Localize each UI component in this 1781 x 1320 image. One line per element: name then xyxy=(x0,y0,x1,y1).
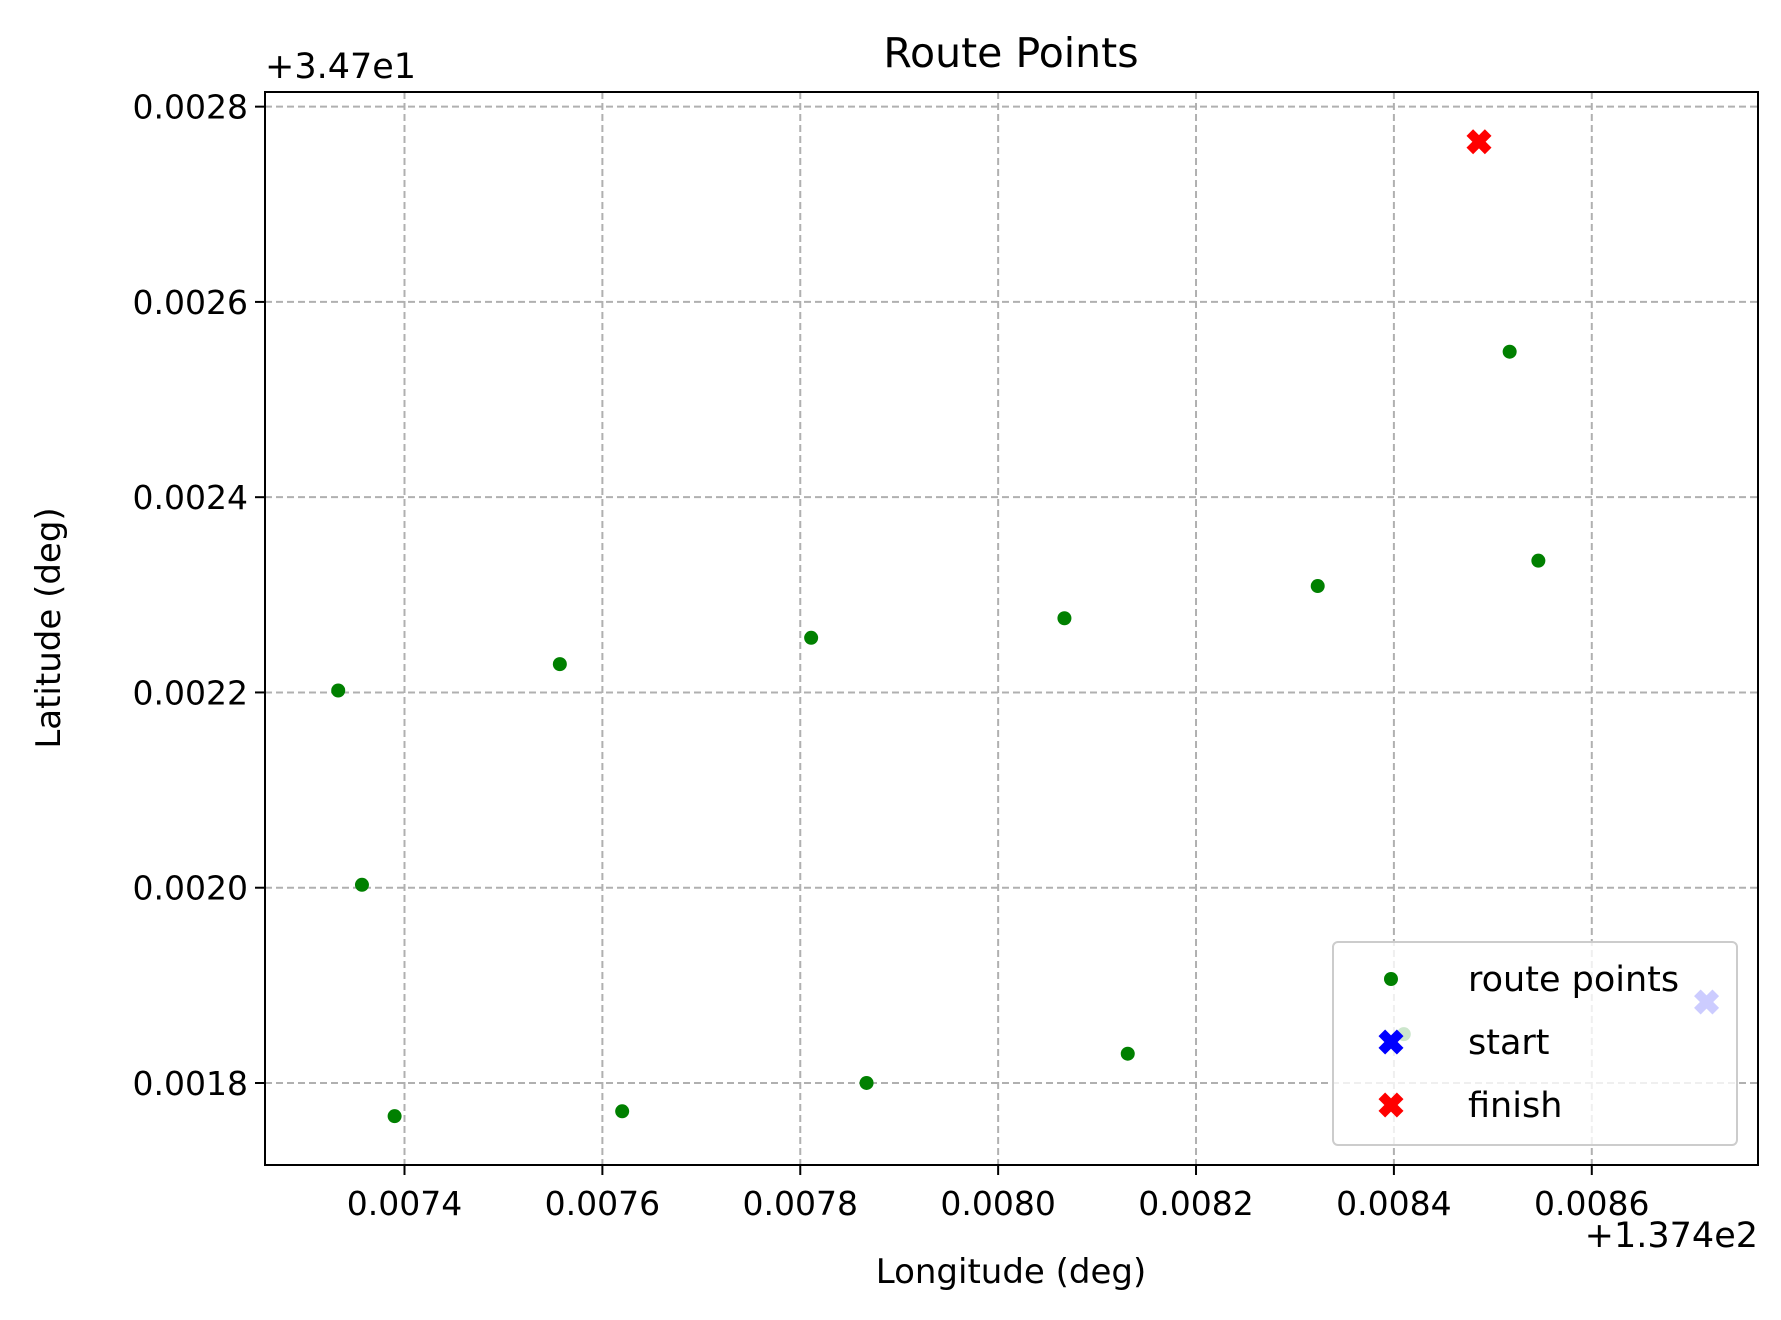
plot-frame xyxy=(264,91,1759,1166)
y-axis-label: Latitude (deg) xyxy=(29,507,69,748)
legend-finish-marker xyxy=(1378,1092,1404,1118)
axes: 0.0074 0.0076 0.0078 0.0080 0.0082 0.0084 0.00… xyxy=(133,88,1759,1223)
x-tick-label: 0.0076 xyxy=(545,1184,660,1223)
route-point-marker xyxy=(1057,611,1072,626)
route-point-marker xyxy=(1531,553,1546,568)
x-tick-label: 0.0074 xyxy=(347,1184,462,1223)
x-offset-text: +1.374e2 xyxy=(1585,1216,1758,1256)
route-point-marker xyxy=(1120,1046,1135,1061)
route-point-marker xyxy=(1502,344,1517,359)
x-tick-label: 0.0082 xyxy=(1138,1184,1253,1223)
legend-route-points-marker xyxy=(1384,972,1398,986)
y-tick-label: 0.0020 xyxy=(133,869,248,908)
route-point-marker xyxy=(859,1075,874,1090)
x-tick-label: 0.0084 xyxy=(1336,1184,1451,1223)
y-tick-label: 0.0024 xyxy=(133,478,248,517)
chart-title: Route Points xyxy=(883,29,1138,77)
y-offset-text: +3.47e1 xyxy=(265,47,416,87)
x-tick-label: 0.0080 xyxy=(940,1184,1055,1223)
y-tick-label: 0.0026 xyxy=(133,283,248,322)
route-point-marker xyxy=(331,683,346,698)
route-point-marker xyxy=(387,1109,402,1124)
y-tick-label: 0.0022 xyxy=(133,673,248,712)
route-point-marker xyxy=(804,630,819,645)
route-point-marker xyxy=(615,1104,630,1119)
x-tick-label: 0.0086 xyxy=(1534,1184,1649,1223)
y-tick-label: 0.0018 xyxy=(133,1064,248,1103)
y-tick-label: 0.0028 xyxy=(133,88,248,127)
legend-label: start xyxy=(1468,1023,1550,1063)
x-axis-label: Longitude (deg) xyxy=(876,1252,1147,1292)
legend-label: route points xyxy=(1468,960,1679,1000)
route-point-marker xyxy=(1310,579,1325,594)
route-point-marker xyxy=(354,877,369,892)
legend-label: finish xyxy=(1468,1086,1562,1126)
legend-box xyxy=(1332,941,1738,1146)
legend: route points start finish xyxy=(1332,941,1738,1146)
finish-marker xyxy=(1466,129,1492,155)
route-point-marker xyxy=(552,657,567,672)
x-tick-label: 0.0078 xyxy=(743,1184,858,1223)
legend-start-marker xyxy=(1378,1029,1404,1055)
